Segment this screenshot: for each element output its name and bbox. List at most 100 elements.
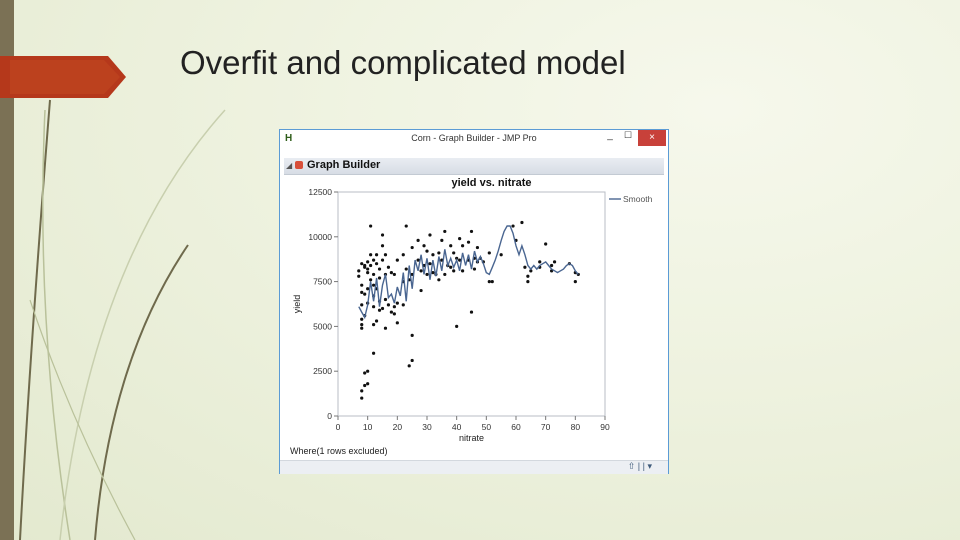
data-point [392, 272, 396, 277]
red-triangle-menu-icon[interactable] [295, 161, 303, 169]
status-bar-icons[interactable]: ⇧ | | ▾ [627, 461, 652, 471]
data-point [380, 258, 385, 262]
graph-builder-header: ◢ Graph Builder [284, 158, 664, 175]
data-point [386, 303, 391, 307]
x-tick-label: 20 [393, 422, 403, 432]
plot-area [337, 191, 606, 417]
data-point [377, 276, 382, 280]
data-point [443, 272, 447, 277]
data-point [360, 262, 364, 266]
data-point [360, 303, 364, 307]
y-tick-label: 10000 [308, 232, 332, 242]
x-tick-label: 0 [336, 422, 341, 432]
data-point [404, 267, 408, 271]
data-point [422, 244, 426, 248]
data-point [523, 265, 527, 269]
x-tick-label: 50 [482, 422, 492, 432]
close-button[interactable]: × [638, 130, 666, 146]
accent-arrow [0, 56, 126, 98]
data-point [395, 301, 399, 305]
data-point [499, 253, 503, 257]
data-point [363, 371, 367, 375]
x-tick-label: 30 [422, 422, 432, 432]
data-point [472, 267, 477, 271]
data-point [363, 265, 367, 269]
data-point [437, 278, 441, 282]
data-point [550, 263, 554, 268]
data-point [357, 269, 361, 273]
where-filter-text: Where(1 rows excluded) [290, 446, 388, 456]
data-point [458, 236, 462, 241]
minimize-button[interactable]: _ [607, 130, 613, 141]
data-point [469, 310, 474, 314]
data-point [383, 326, 388, 330]
data-point [380, 244, 385, 248]
decorative-lines [19, 99, 226, 540]
x-tick-label: 60 [511, 422, 521, 432]
data-point [380, 233, 385, 237]
data-point [469, 229, 474, 234]
data-point [461, 244, 465, 248]
data-point [552, 260, 557, 264]
data-point [383, 297, 388, 302]
data-point [372, 323, 376, 327]
data-point [428, 233, 432, 237]
y-tick-label: 7500 [313, 277, 332, 287]
collapse-icon[interactable]: ◢ [286, 161, 293, 170]
data-point [487, 280, 491, 284]
data-point [544, 242, 548, 246]
chart-title: yield vs. nitrate [451, 177, 531, 189]
data-point [440, 238, 444, 242]
data-point [428, 262, 432, 266]
data-point [452, 269, 456, 273]
x-tick-label: 80 [571, 422, 581, 432]
data-point [395, 258, 399, 262]
maximize-button[interactable]: ☐ [623, 130, 633, 140]
data-point [425, 249, 429, 253]
data-point [360, 326, 364, 330]
smooth-line [358, 225, 579, 320]
data-point [395, 321, 399, 325]
x-tick-label: 90 [600, 422, 610, 432]
data-point [372, 272, 376, 277]
data-point [380, 306, 385, 311]
data-point [366, 369, 370, 373]
data-point [410, 333, 414, 337]
data-point [449, 244, 453, 248]
x-tick-label: 40 [452, 422, 462, 432]
data-point [360, 323, 364, 327]
graph-builder-label: Graph Builder [307, 159, 381, 171]
jmp-window: H Corn - Graph Builder - JMP Pro _ ☐ × ◢… [279, 129, 669, 474]
data-point [389, 310, 393, 314]
chart: yield vs. nitrate 0 2500 5000 7500 10000 12500… [292, 177, 653, 443]
data-point [366, 271, 370, 275]
data-point [369, 278, 373, 282]
data-point [366, 382, 370, 386]
data-point [520, 220, 524, 225]
data-point [475, 245, 480, 250]
window-title: Corn - Graph Builder - JMP Pro [411, 133, 537, 143]
data-point [377, 267, 382, 271]
data-point [425, 272, 429, 277]
jmp-app-icon: H [285, 133, 293, 144]
y-tick-label: 2500 [313, 366, 332, 376]
data-point [526, 274, 530, 278]
y-tick-label: 5000 [313, 321, 332, 331]
y-tick-label: 0 [327, 411, 332, 421]
data-point [392, 312, 396, 316]
data-point [372, 258, 376, 262]
data-point [404, 224, 408, 228]
data-point [360, 396, 364, 400]
data-point [374, 262, 379, 266]
y-axis-label: yield [292, 295, 302, 314]
legend-label: Smooth [623, 194, 653, 204]
data-point [401, 303, 405, 307]
data-point [573, 280, 577, 284]
data-point [419, 288, 423, 293]
data-point [383, 253, 388, 257]
data-point [487, 251, 491, 255]
data-point [538, 260, 542, 264]
data-point [357, 274, 361, 278]
title-bar[interactable]: H Corn - Graph Builder - JMP Pro _ ☐ × [280, 130, 668, 148]
data-point [369, 253, 373, 257]
